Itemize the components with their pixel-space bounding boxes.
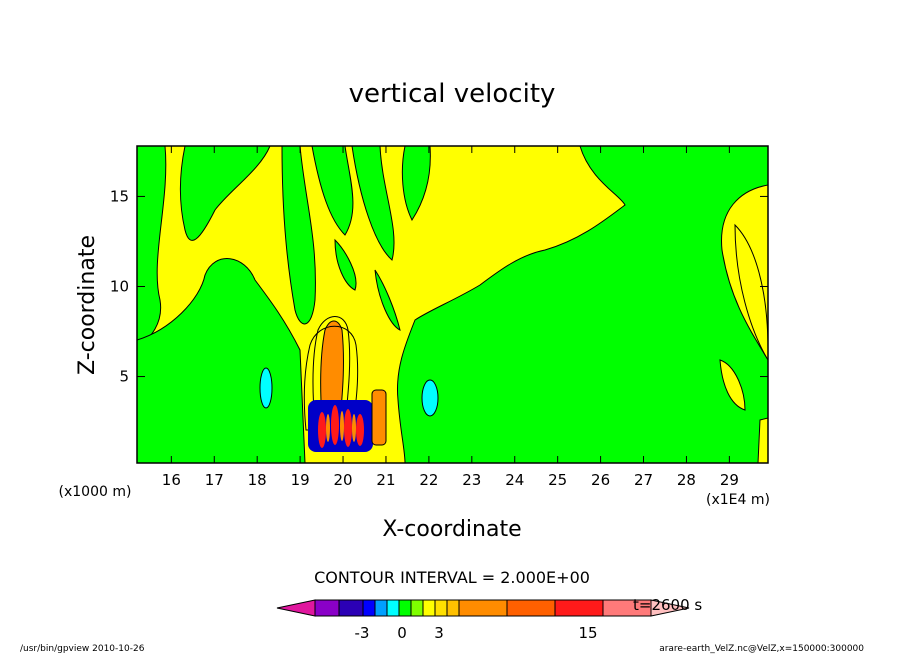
chart-title: vertical velocity	[349, 79, 556, 109]
x-tick-label: 27	[634, 471, 653, 489]
colorbar-segment	[410, 599, 424, 617]
x-tick-label: 17	[205, 471, 224, 489]
colorbar-segment	[554, 599, 604, 617]
x-unit-left: (x1000 m)	[59, 484, 132, 500]
field-region-yellow-patch-1	[719, 359, 746, 411]
contour-field	[137, 146, 768, 463]
colorbar-segment	[362, 599, 376, 617]
colorbar-arrow-right	[650, 599, 690, 617]
field-contour-ring-1	[312, 316, 351, 426]
x-tick-label: 18	[248, 471, 267, 489]
colorbar-segment	[386, 599, 400, 617]
field-spot-cyan-1	[259, 367, 273, 409]
colorbar-segment	[398, 599, 412, 617]
time-label: t=2600 s	[633, 596, 702, 614]
field-region-yellow-patch-2	[757, 417, 768, 463]
colorbar-segment	[374, 599, 388, 617]
field-cell-red-4	[356, 414, 364, 446]
field-region-green-stripe-7	[374, 269, 401, 331]
colorbar-arrow-left	[276, 599, 316, 617]
plot-frame	[136, 145, 769, 464]
field-region-green-stripe-4	[351, 146, 395, 261]
field-cell-orange-right	[371, 389, 387, 446]
colorbar-segment	[458, 599, 508, 617]
colorbar-segment	[446, 599, 460, 617]
x-axis: 16 17 18 19 20 21 22 23 24 25 26 27 28 29	[162, 146, 739, 489]
colorbar-segment	[434, 599, 448, 617]
y-tick-label: 15	[110, 187, 129, 205]
field-region-green-stripe-5	[401, 146, 431, 222]
x-tick-label: 22	[419, 471, 438, 489]
y-axis-label: Z-coordinate	[75, 235, 100, 375]
field-cell-orange-3	[352, 414, 356, 442]
colorbar-label: -3	[355, 624, 370, 642]
x-tick-label: 21	[376, 471, 395, 489]
x-tick-label: 26	[591, 471, 610, 489]
colorbar-label: 3	[434, 624, 444, 642]
y-tick-label: 5	[119, 368, 129, 386]
x-tick-label: 24	[505, 471, 524, 489]
x-tick-label: 29	[720, 471, 739, 489]
field-region-green-stripe-1	[180, 146, 271, 241]
field-cell-red-3	[344, 409, 352, 447]
field-cell-red-1	[318, 412, 326, 448]
field-region-green-lower-left	[137, 258, 306, 463]
colorbar: -3 0 3 15	[276, 599, 690, 642]
field-region-green-right	[396, 146, 768, 463]
x-tick-label: 23	[462, 471, 481, 489]
x-tick-label: 16	[162, 471, 181, 489]
field-spot-cyan-2	[421, 379, 439, 417]
field-region-green-stripe-2	[281, 146, 316, 325]
field-region-green-stripe-3	[311, 146, 354, 236]
field-region-yellow-right-edge	[734, 223, 768, 361]
colorbar-segment	[506, 599, 556, 617]
y-tick-label: 10	[110, 277, 129, 295]
colorbar-label: 15	[578, 624, 597, 642]
colorbar-segment	[422, 599, 436, 617]
field-cell-red-2	[331, 405, 339, 445]
x-axis-label: X-coordinate	[382, 517, 521, 542]
colorbar-segment	[338, 599, 364, 617]
x-tick-label: 20	[333, 471, 352, 489]
field-plume-orange	[320, 320, 344, 421]
field-cell-orange-2	[340, 411, 344, 441]
contour-interval-label: CONTOUR INTERVAL = 2.000E+00	[314, 568, 590, 587]
field-region-green-stripe-6	[334, 238, 357, 291]
x-unit-right: (x1E4 m)	[706, 492, 770, 508]
x-tick-label: 28	[677, 471, 696, 489]
x-tick-label: 25	[548, 471, 567, 489]
colorbar-segment	[314, 599, 340, 617]
y-axis: 5 10 15	[110, 187, 768, 386]
footer-right: arare-earth_VelZ.nc@VelZ,x=150000:300000	[659, 644, 864, 654]
field-cell-orange-1	[326, 414, 330, 442]
colorbar-label: 0	[397, 624, 407, 642]
x-tick-label: 19	[291, 471, 310, 489]
field-contour-ring-2	[303, 325, 359, 431]
footer-left: /usr/bin/gpview 2010-10-26	[20, 644, 145, 654]
